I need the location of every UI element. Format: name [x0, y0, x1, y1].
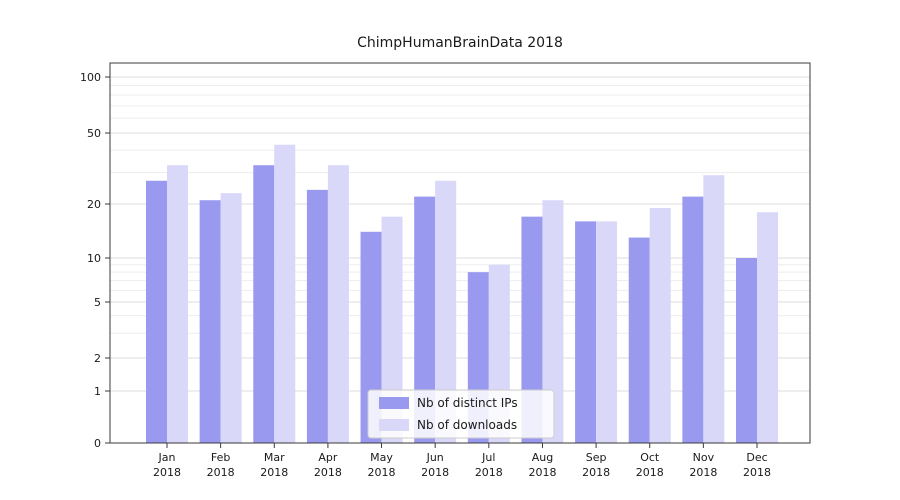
bar-ips-jan — [146, 180, 167, 443]
bar-ips-nov — [682, 196, 704, 443]
x-tick-label-month: Oct — [640, 451, 660, 464]
x-tick-label-year: 2018 — [260, 466, 288, 479]
y-tick-label: 1 — [94, 385, 101, 398]
legend-label-downloads: Nb of downloads — [417, 418, 517, 432]
bar-ips-jun — [414, 196, 436, 443]
bar-downloads-may — [381, 216, 403, 443]
x-tick-label-year: 2018 — [368, 466, 396, 479]
bar-downloads-dec — [757, 212, 778, 443]
x-tick-label-year: 2018 — [207, 466, 235, 479]
x-tick-label-year: 2018 — [528, 466, 556, 479]
bar-downloads-nov — [703, 175, 725, 443]
bar-downloads-aug — [542, 200, 564, 443]
y-tick-label: 20 — [87, 198, 101, 211]
bar-ips-apr — [306, 189, 328, 443]
x-tick-label-month: Sep — [586, 451, 607, 464]
bar-ips-mar — [253, 165, 275, 443]
y-tick-label: 10 — [87, 252, 101, 265]
legend: Nb of distinct IPs Nb of downloads — [367, 389, 555, 439]
y-tick-label: 0 — [94, 437, 101, 450]
bar-downloads-mar — [274, 144, 296, 443]
bars — [146, 144, 778, 443]
x-tick-label-year: 2018 — [582, 466, 610, 479]
chart-title: ChimpHumanBrainData 2018 — [357, 35, 563, 51]
bar-ips-sep — [575, 221, 597, 443]
legend-label-distinct-ips: Nb of distinct IPs — [417, 396, 518, 410]
x-tick-label-year: 2018 — [153, 466, 181, 479]
x-tick-label-year: 2018 — [314, 466, 342, 479]
x-tick-label-year: 2018 — [636, 466, 664, 479]
x-tick-label-month: May — [370, 451, 393, 464]
bar-ips-aug — [521, 216, 543, 443]
x-tick-label-month: Feb — [211, 451, 230, 464]
y-tick-label: 5 — [94, 296, 101, 309]
bar-downloads-sep — [596, 221, 618, 443]
x-tick-label-month: Nov — [693, 451, 715, 464]
x-tick-label-year: 2018 — [689, 466, 717, 479]
bar-downloads-jan — [167, 165, 188, 443]
plot-border — [109, 62, 811, 444]
bar-ips-dec — [736, 258, 757, 443]
x-tick-label-month: Dec — [746, 451, 767, 464]
bar-downloads-feb — [220, 193, 242, 443]
bar-ips-oct — [628, 237, 650, 443]
axes — [105, 62, 811, 448]
legend-swatch-distinct-ips — [379, 397, 409, 409]
x-tick-label-year: 2018 — [475, 466, 503, 479]
x-tick-label-year: 2018 — [421, 466, 449, 479]
x-tick-label-month: Jun — [426, 451, 444, 464]
legend-box — [367, 389, 555, 439]
x-tick-label-month: Jan — [158, 451, 176, 464]
y-tick-label: 100 — [80, 71, 101, 84]
x-tick-label-month: Mar — [264, 451, 285, 464]
x-tick-label-month: Aug — [532, 451, 553, 464]
bar-downloads-apr — [327, 165, 349, 443]
x-tick-label-year: 2018 — [743, 466, 771, 479]
bar-downloads-jun — [435, 180, 457, 443]
y-tick-label: 2 — [94, 352, 101, 365]
legend-swatch-downloads — [379, 419, 409, 431]
x-tick-label-month: Jul — [481, 451, 495, 464]
bar-ips-feb — [199, 200, 221, 443]
tick-labels: 0 1 2 5 10 20 50 100 Jan 2018 Feb 2018 Mar 2018 Apr 201… — [80, 71, 771, 479]
y-tick-label: 50 — [87, 127, 101, 140]
bar-downloads-oct — [649, 207, 671, 443]
x-tick-label-month: Apr — [318, 451, 338, 464]
